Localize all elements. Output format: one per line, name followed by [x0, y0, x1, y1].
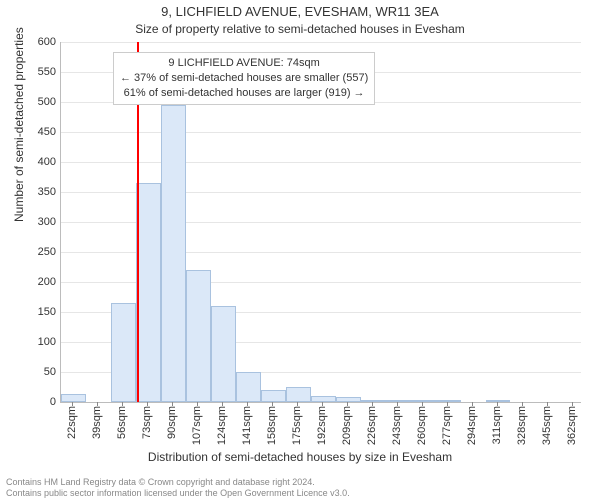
annotation-line2: ← 37% of semi-detached houses are smalle…	[120, 71, 368, 86]
y-tick-label: 350	[38, 186, 56, 198]
histogram-bar	[111, 303, 136, 402]
footer-line1: Contains HM Land Registry data © Crown c…	[6, 477, 350, 487]
y-tick-label: 250	[38, 246, 56, 258]
footer-line2: Contains public sector information licen…	[6, 488, 350, 498]
histogram-bar	[211, 306, 236, 402]
x-tick-label: 243sqm	[391, 406, 403, 445]
y-tick-label: 550	[38, 66, 56, 78]
x-tick-label: 192sqm	[316, 406, 328, 445]
annotation-line3: 61% of semi-detached houses are larger (…	[120, 86, 368, 101]
y-tick-label: 500	[38, 96, 56, 108]
x-tick-label: 328sqm	[516, 406, 528, 445]
y-tick-label: 400	[38, 156, 56, 168]
chart-container: 9, LICHFIELD AVENUE, EVESHAM, WR11 3EA S…	[0, 0, 600, 500]
x-tick-label: 209sqm	[341, 406, 353, 445]
x-tick-label: 22sqm	[66, 406, 78, 439]
x-ticks: 22sqm 39sqm 56sqm 73sqm 90sqm 107sqm 124sqm 141…	[60, 402, 580, 450]
histogram-bar	[286, 387, 311, 402]
annotation-line1: 9 LICHFIELD AVENUE: 74sqm	[120, 56, 368, 71]
annotation-box: 9 LICHFIELD AVENUE: 74sqm← 37% of semi-d…	[113, 52, 375, 105]
y-tick-label: 0	[50, 396, 56, 408]
x-tick-label: 73sqm	[141, 406, 153, 439]
y-tick-label: 300	[38, 216, 56, 228]
histogram-bar	[261, 390, 286, 402]
x-tick-label: 56sqm	[116, 406, 128, 439]
x-tick-label: 345sqm	[541, 406, 553, 445]
y-tick-label: 450	[38, 126, 56, 138]
histogram-bar	[61, 394, 86, 402]
x-tick-label: 277sqm	[441, 406, 453, 445]
plot-area: 9 LICHFIELD AVENUE: 74sqm← 37% of semi-d…	[60, 42, 581, 403]
y-tick-label: 600	[38, 36, 56, 48]
x-tick-label: 294sqm	[466, 406, 478, 445]
x-tick-label: 362sqm	[566, 406, 578, 445]
y-tick-label: 50	[44, 366, 56, 378]
x-tick-label: 260sqm	[416, 406, 428, 445]
y-ticks: 050100150200250300350400450500550600	[0, 42, 60, 402]
x-tick-label: 90sqm	[166, 406, 178, 439]
title-sub: Size of property relative to semi-detach…	[0, 22, 600, 36]
title-main: 9, LICHFIELD AVENUE, EVESHAM, WR11 3EA	[0, 4, 600, 19]
y-tick-label: 150	[38, 306, 56, 318]
x-tick-label: 124sqm	[216, 406, 228, 445]
histogram-bar	[161, 105, 186, 402]
x-axis-label: Distribution of semi-detached houses by …	[0, 450, 600, 464]
histogram-bar	[236, 372, 261, 402]
histogram-bar	[136, 183, 161, 402]
x-tick-label: 311sqm	[491, 406, 503, 444]
x-tick-label: 158sqm	[266, 406, 278, 445]
x-tick-label: 39sqm	[91, 406, 103, 439]
x-tick-label: 141sqm	[241, 406, 253, 445]
footer: Contains HM Land Registry data © Crown c…	[6, 477, 350, 498]
x-tick-label: 226sqm	[366, 406, 378, 445]
x-tick-label: 107sqm	[191, 406, 203, 445]
histogram-bar	[186, 270, 211, 402]
x-tick-label: 175sqm	[291, 406, 303, 445]
y-tick-label: 100	[38, 336, 56, 348]
y-tick-label: 200	[38, 276, 56, 288]
